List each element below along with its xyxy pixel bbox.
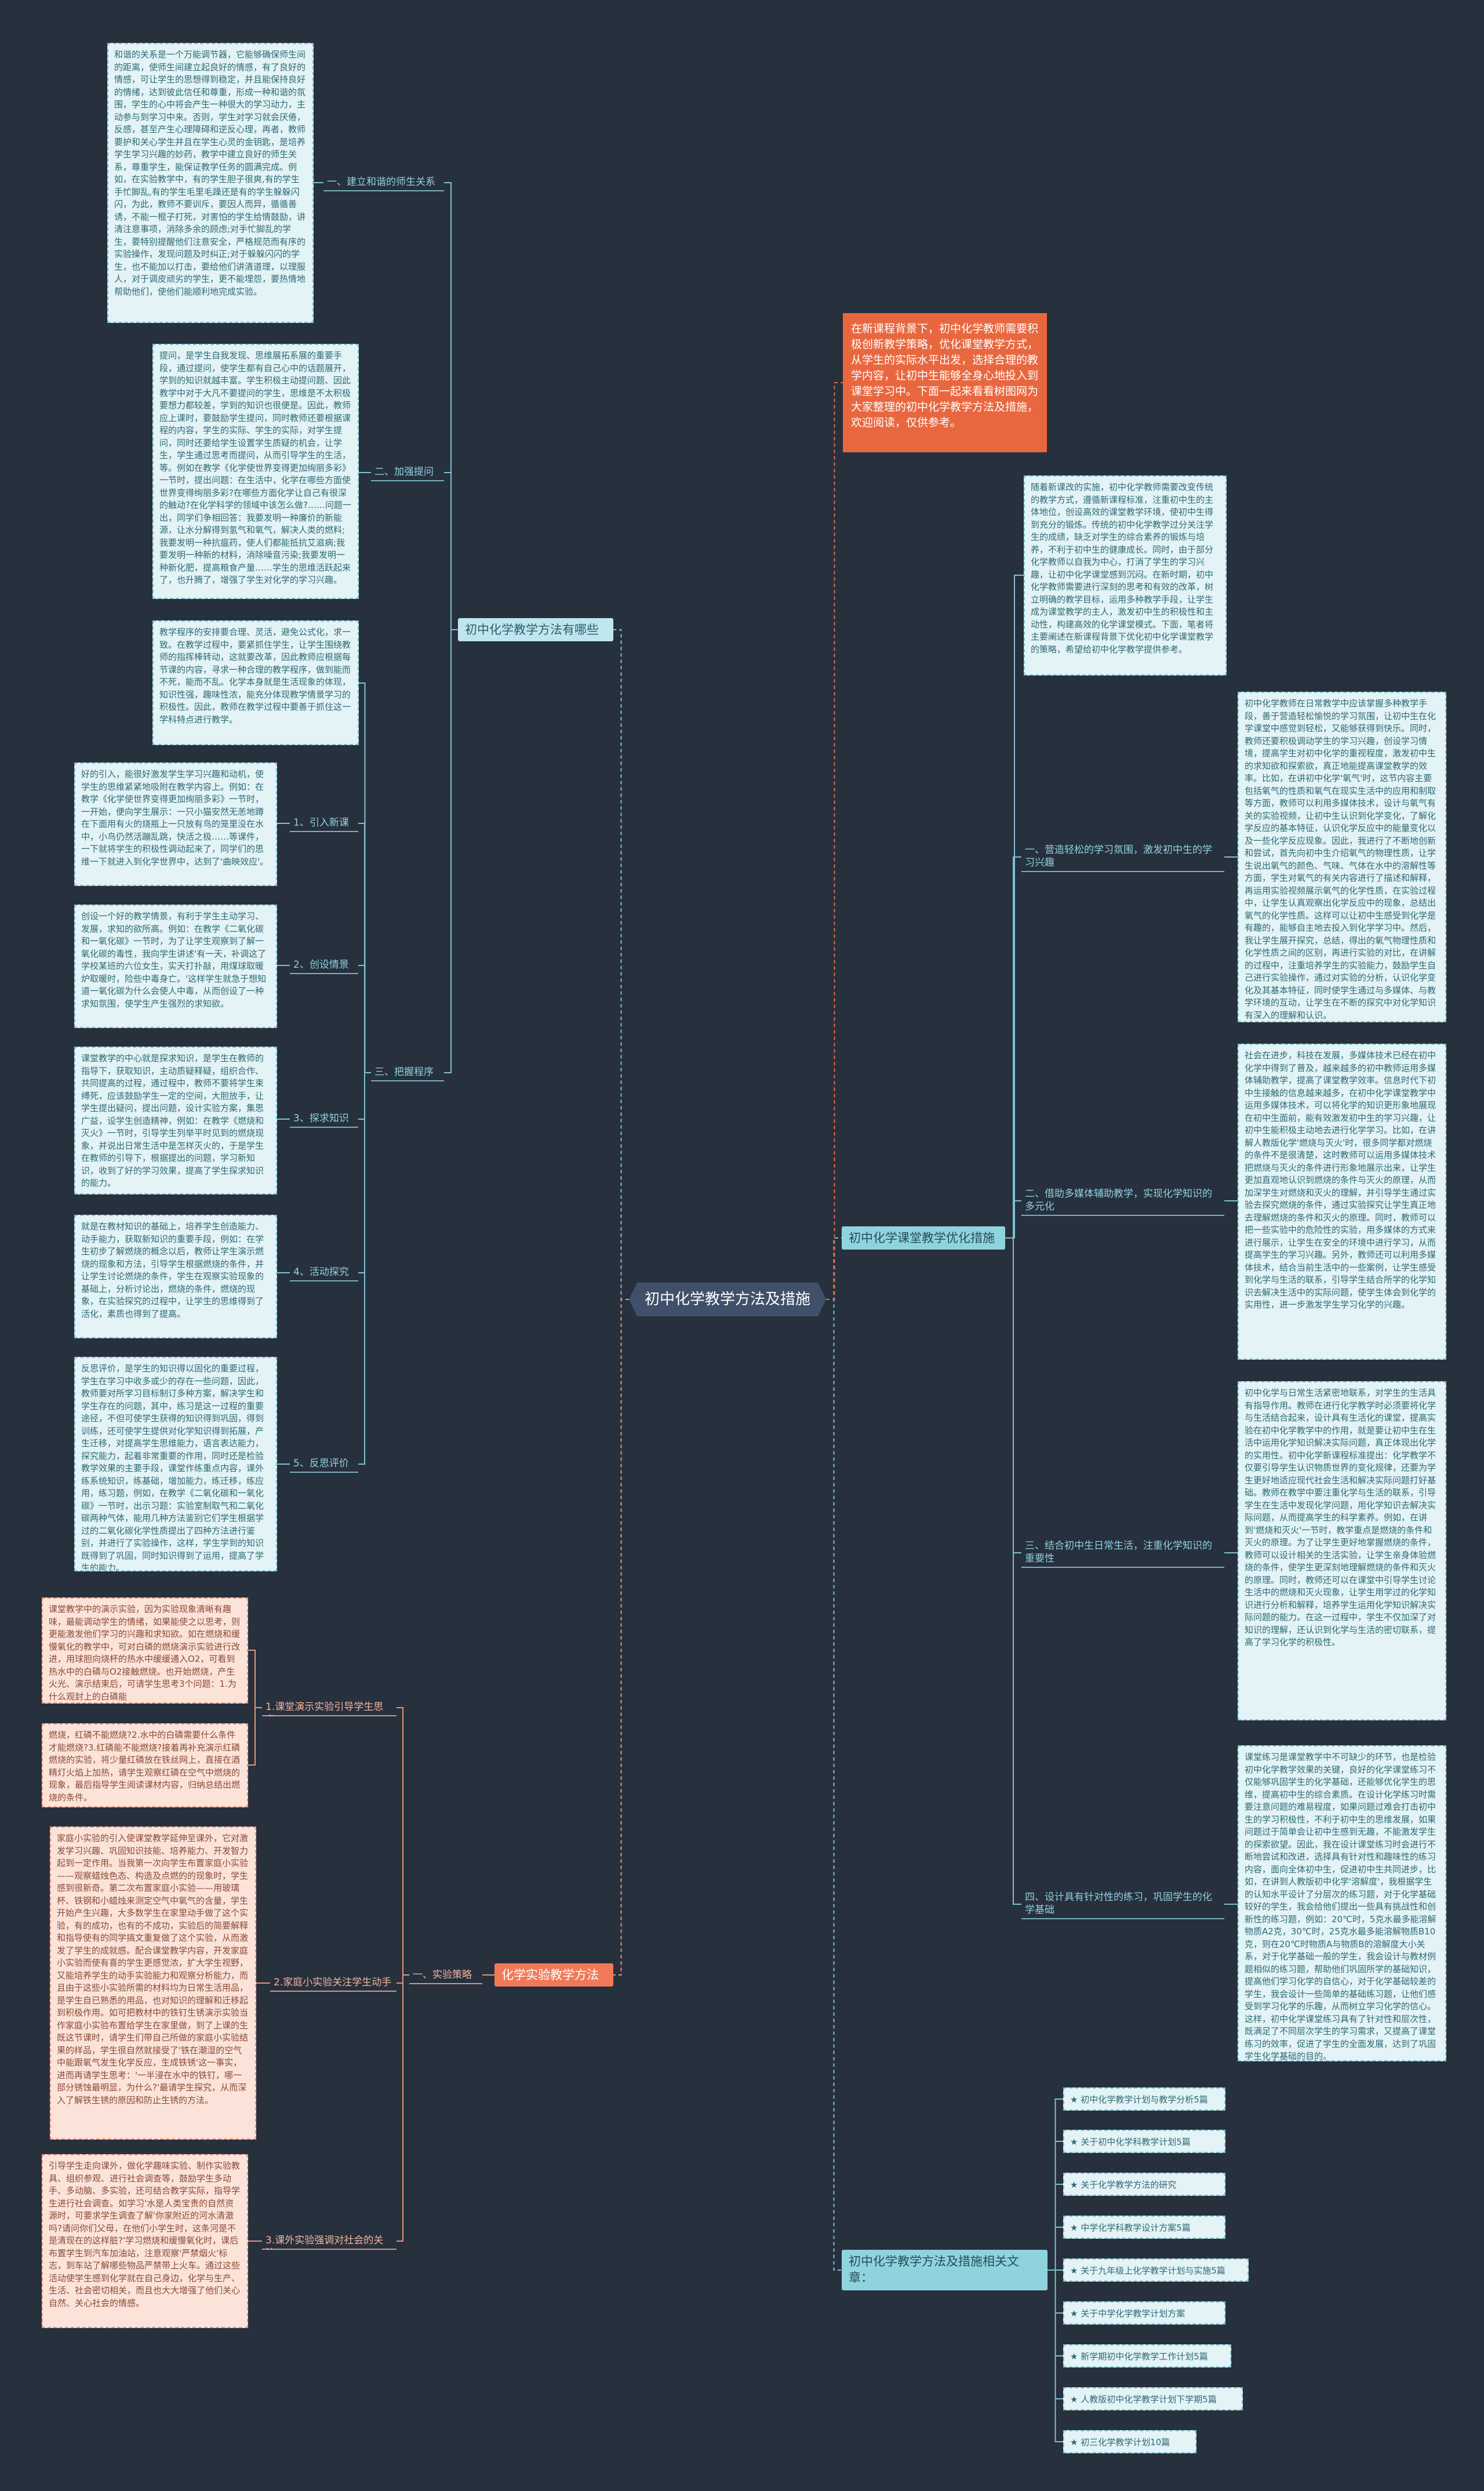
branch-chem-experiment[interactable]: 化学实验教学方法 bbox=[494, 1963, 613, 1987]
leaf-teacher-student: 和谐的关系是一个万能调节器，它能够确保师生间的距离，使师生间建立起良好的情感，有… bbox=[107, 43, 314, 323]
leaf-measure-4: 课堂练习是课堂教学中不可缺少的环节，也是检验初中化学教学效果的关键，良好的化学课… bbox=[1238, 1745, 1446, 2061]
label-step-5[interactable]: 5、反思评价 bbox=[290, 1455, 358, 1473]
branch-related-articles[interactable]: 初中化学教学方法及措施相关文章： bbox=[842, 2250, 1047, 2290]
leaf-procedure: 教学程序的安排要合理、灵活，避免公式化，求一致。在教学过程中，要紧抓住学生，让学… bbox=[152, 620, 359, 745]
related-link[interactable]: ★ 关于九年级上化学教学计划与实施5篇 bbox=[1063, 2258, 1249, 2282]
leaf-measure-3: 初中化学与日常生活紧密地联系，对学生的生活具有指导作用。教师在进行化学教学时必须… bbox=[1238, 1381, 1446, 1720]
connector bbox=[1047, 2270, 1063, 2442]
leaf-step-2: 创设一个好的教学情景，有利于学生主动学习、发展，求知的欲所高。例如：在教学《二氧… bbox=[74, 905, 277, 1028]
related-link[interactable]: ★ 新学期初中化学教学工作计划5篇 bbox=[1063, 2344, 1231, 2367]
connector bbox=[1005, 1200, 1021, 1239]
leaf-step-1: 好的引入，能很好激发学生学习兴趣和动机，使学生的思维紧紧地吸附在教学内容上。例如… bbox=[74, 762, 277, 886]
label-measure-4[interactable]: 四、设计具有针对性的练习，巩固学生的化学基础 bbox=[1021, 1889, 1224, 1919]
label-home-experiment[interactable]: 2.家庭小实验关注学生动手 bbox=[270, 1974, 397, 1992]
connector bbox=[444, 629, 458, 1073]
related-link[interactable]: ★ 关于中学化学教学计划方案 bbox=[1063, 2301, 1225, 2325]
connector bbox=[1047, 2227, 1063, 2271]
related-link[interactable]: ★ 人教版初中化学教学计划下学期5篇 bbox=[1063, 2387, 1243, 2410]
label-procedure[interactable]: 三、把握程序 bbox=[371, 1064, 444, 1081]
leaf-demo-experiment-b: 燃烧，红磷不能燃烧?2.水中的白磷需要什么条件才能燃烧?3.红磷能不能燃烧?接着… bbox=[42, 1723, 248, 1807]
related-link[interactable]: ★ 关于化学教学方法的研究 bbox=[1063, 2173, 1225, 2196]
related-link[interactable]: ★ 关于初中化学科教学计划5篇 bbox=[1063, 2130, 1225, 2153]
leaf-step-4: 就是在教材知识的基础上，培养学生创造能力、动手能力，获取新知识的重要手段，例如：… bbox=[74, 1215, 277, 1338]
label-step-1[interactable]: 1、引入新课 bbox=[290, 815, 358, 832]
leaf-step-3: 课堂教学的中心就是探求知识，是学生在教师的指导下，获取知识，主动质疑释疑，组织合… bbox=[74, 1047, 277, 1194]
connector bbox=[248, 1650, 262, 1708]
connector bbox=[397, 1707, 409, 1976]
label-experiment-strategy[interactable]: 一、实验策略 bbox=[409, 1967, 482, 1984]
connector bbox=[613, 1299, 629, 1976]
connector bbox=[1005, 1237, 1021, 1905]
connector bbox=[1005, 575, 1024, 1239]
connector bbox=[397, 1974, 409, 2242]
branch-classroom-measures[interactable]: 初中化学课堂教学优化措施 bbox=[842, 1226, 1005, 1250]
related-link[interactable]: ★ 中学化学科教学设计方案5篇 bbox=[1063, 2216, 1225, 2239]
leaf-questioning: 提问，是学生自我发现、思维展拓系展的重要手段，通过提问，使学生都有自己心中的话题… bbox=[152, 344, 359, 599]
label-step-2[interactable]: 2、创设情景 bbox=[290, 957, 358, 974]
intro-text: 在新课程背景下，初中化学教师需要积极创新教学策略，优化课堂教学方式，从学生的实际… bbox=[843, 313, 1047, 452]
leaf-outdoor-experiment: 引导学生走向课外，做化学趣味实验、制作实验教具、组织参观、进行社会调查等，鼓励学… bbox=[42, 2154, 248, 2328]
label-outdoor-experiment[interactable]: 3.课外实验强调对社会的关注 bbox=[262, 2232, 397, 2250]
label-measure-3[interactable]: 三、结合初中生日常生活，注重化学知识的重要性 bbox=[1021, 1538, 1224, 1568]
connector bbox=[826, 1299, 842, 2271]
branch-methods[interactable]: 初中化学教学方法有哪些 bbox=[458, 618, 613, 641]
connector bbox=[613, 629, 629, 1300]
label-teacher-student[interactable]: 一、建立和谐的师生关系 bbox=[323, 174, 444, 191]
connector bbox=[444, 472, 458, 630]
connector bbox=[358, 965, 371, 1073]
label-measure-1[interactable]: 一、营造轻松的学习氛围，激发初中生的学习兴趣 bbox=[1021, 842, 1224, 872]
label-questioning[interactable]: 二、加强提问 bbox=[371, 464, 444, 481]
connector bbox=[358, 1072, 371, 1465]
label-step-3[interactable]: 3、探求知识 bbox=[290, 1110, 358, 1128]
leaf-measure-1: 初中化学教师在日常教学中应该掌握多种教学手段，善于营造轻松愉悦的学习氛围，让初中… bbox=[1238, 692, 1446, 1022]
connector bbox=[1005, 856, 1021, 1239]
related-link[interactable]: ★ 初三化学教学计划10篇 bbox=[1063, 2430, 1196, 2453]
label-measure-2[interactable]: 二、借助多媒体辅助教学，实现化学知识的多元化 bbox=[1021, 1186, 1224, 1216]
label-demo-experiment[interactable]: 1.课堂演示实验引导学生思考 bbox=[262, 1699, 397, 1716]
center-topic[interactable]: 初中化学教学方法及措施 bbox=[629, 1283, 826, 1316]
leaf-demo-experiment-a: 课堂教学中的演示实验，因为实验现象清晰有趣味，最能调动学生的情绪，如果能使之以思… bbox=[42, 1597, 248, 1704]
connector bbox=[248, 1707, 262, 1766]
leaf-measure-2: 社会在进步，科技在发展，多媒体技术已经在初中化学中得到了普及，越来越多的初中教师… bbox=[1238, 1044, 1446, 1360]
leaf-step-5: 反思评价，是学生的知识得以固化的重要过程，学生在学习中收多或少的存在一些问题，因… bbox=[74, 1357, 277, 1571]
label-step-4[interactable]: 4、活动探究 bbox=[290, 1264, 358, 1281]
leaf-home-experiment: 家庭小实验的引入使课堂教学延伸至课外，它对激发学习兴趣、巩固知识技能、培养能力、… bbox=[50, 1827, 256, 2140]
leaf-measures-preface: 随着新课改的实施，初中化学教师需要改变传统的教学方式，遵循新课程标准，注重初中生… bbox=[1024, 475, 1227, 676]
connector bbox=[826, 382, 843, 1300]
related-link[interactable]: ★ 初中化学教学计划与教学分析5篇 bbox=[1063, 2087, 1225, 2111]
